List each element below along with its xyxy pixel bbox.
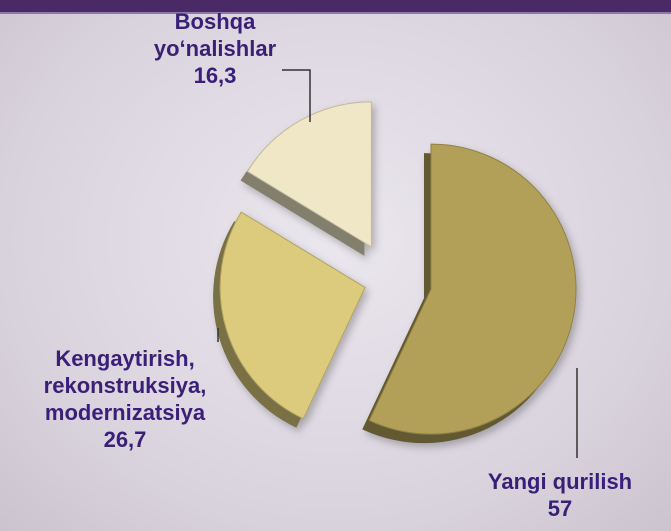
category-label: Boshqa yo‘nalishlar bbox=[153, 9, 277, 61]
pie-slice bbox=[219, 211, 366, 420]
header-bar bbox=[0, 0, 671, 14]
slice-label: Yangi qurilish 57 bbox=[445, 468, 671, 522]
value-label: 16,3 bbox=[193, 63, 237, 88]
category-label: Kengaytirish, rekonstruksiya, modernizat… bbox=[43, 346, 207, 425]
pie-slice bbox=[368, 143, 577, 435]
value-label: 26,7 bbox=[103, 427, 147, 452]
slice-label: Kengaytirish, rekonstruksiya, modernizat… bbox=[0, 345, 250, 453]
leader-line bbox=[282, 69, 311, 122]
value-label: 57 bbox=[547, 496, 573, 521]
category-label: Yangi qurilish bbox=[487, 469, 633, 494]
pie-slice bbox=[246, 101, 372, 248]
slice-label: Boshqa yo‘nalishlar 16,3 bbox=[115, 8, 315, 89]
